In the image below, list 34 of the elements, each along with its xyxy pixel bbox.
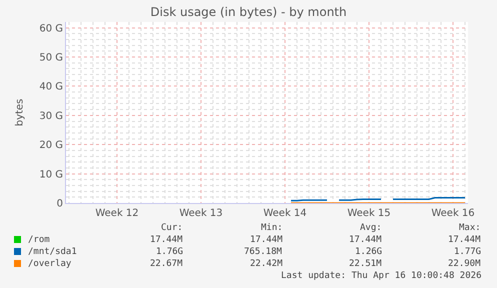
legend-label: /mnt/sda1 (28, 247, 77, 257)
text: Min: (261, 223, 283, 233)
y-tick-label: 30 G (39, 110, 63, 122)
x-tick-label: Week 16 (431, 208, 475, 219)
text: Cur: (161, 223, 183, 233)
x-tick-label: Week 15 (347, 208, 391, 219)
text: 17.44M (349, 235, 382, 245)
chart-title: Disk usage (in bytes) - by month (150, 5, 347, 20)
text: 765.18M (244, 247, 283, 257)
text: 22.42M (250, 259, 284, 269)
text: Max: (459, 223, 481, 233)
text: 17.44M (150, 235, 184, 245)
legend-label: /rom (28, 235, 50, 245)
text: 22.67M (150, 259, 184, 269)
text: 17.44M (448, 235, 482, 245)
x-tick-label: Week 12 (95, 208, 139, 219)
text: 1.77G (454, 247, 482, 257)
x-tick-label: Week 13 (179, 208, 223, 219)
text: 22.51M (349, 259, 382, 269)
text: Avg: (360, 223, 382, 233)
y-tick-label: 0 (56, 198, 63, 210)
legend-label: /overlay (28, 259, 72, 269)
y-tick-label: 60 G (39, 23, 63, 34)
y-tick-label: 10 G (39, 169, 63, 180)
text: 1.26G (355, 247, 382, 257)
x-tick-label: Week 14 (263, 208, 307, 219)
text: 22.90M (448, 259, 482, 269)
text: Last update: Thu Apr 16 10:00:48 2026 (281, 271, 482, 281)
y-tick-label: 40 G (39, 82, 63, 93)
y-tick-label: 50 G (39, 52, 63, 64)
text: 17.44M (250, 235, 284, 245)
text: 1.76G (156, 247, 184, 257)
y-tick-label: 20 G (39, 140, 63, 152)
y-axis-title: bytes (14, 98, 26, 126)
